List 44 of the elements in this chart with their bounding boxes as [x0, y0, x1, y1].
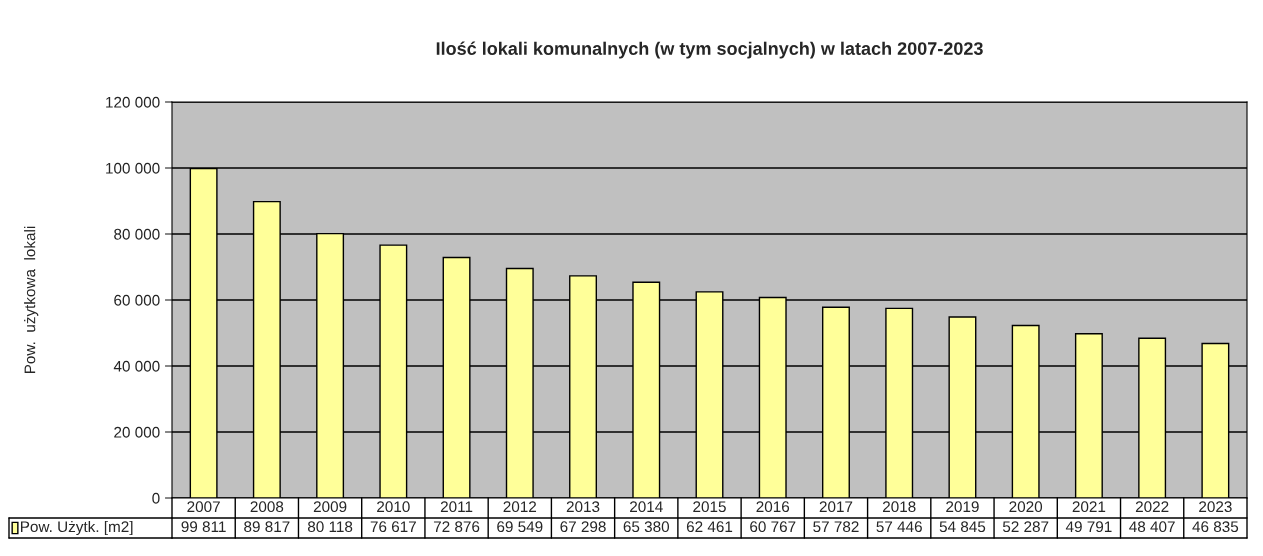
y-tick-label: 60 000 — [114, 294, 160, 306]
data-label: 72 876 — [433, 521, 480, 533]
data-label: 69 549 — [497, 521, 543, 533]
chart-title: Ilość lokali komunalnych (w tym socjalnych) w latach 2007-2023 — [436, 41, 983, 59]
legend-label: Pow. Użytk. [m2] — [21, 520, 133, 536]
x-tick-label: 2007 — [187, 501, 220, 513]
y-tick-label: 20 000 — [114, 426, 160, 438]
data-label: 76 617 — [370, 521, 416, 533]
y-tick-label: 120 000 — [106, 96, 160, 108]
data-label: 57 446 — [876, 521, 922, 533]
data-label: 89 817 — [244, 521, 290, 533]
x-tick-label: 2012 — [503, 501, 537, 513]
data-label: 57 782 — [813, 521, 859, 533]
x-tick-label: 2017 — [819, 501, 853, 513]
data-label: 54 845 — [939, 521, 986, 533]
y-tick-label: 100 000 — [106, 162, 160, 174]
x-tick-label: 2011 — [440, 501, 473, 513]
x-tick-label: 2014 — [630, 501, 663, 513]
data-label: 52 287 — [1002, 521, 1049, 533]
x-tick-label: 2022 — [1135, 501, 1169, 513]
x-tick-label: 2010 — [377, 501, 410, 513]
data-label: 67 298 — [560, 521, 606, 533]
x-tick-label: 2020 — [1009, 501, 1043, 513]
x-tick-label: 2023 — [1199, 501, 1232, 513]
data-label: 49 791 — [1065, 521, 1112, 533]
x-tick-label: 2019 — [946, 501, 979, 513]
x-tick-label: 2008 — [250, 501, 284, 513]
data-label: 65 380 — [623, 521, 670, 533]
x-tick-label: 2016 — [756, 501, 790, 513]
data-label: 62 461 — [686, 521, 733, 533]
y-axis-title: Pow. użytkowa lokali — [24, 226, 39, 374]
y-tick-label: 80 000 — [114, 228, 160, 240]
data-label: 46 835 — [1192, 521, 1239, 533]
x-tick-label: 2021 — [1072, 501, 1106, 513]
x-tick-label: 2015 — [693, 501, 726, 513]
data-label: 48 407 — [1129, 521, 1175, 533]
x-tick-label: 2013 — [566, 501, 600, 513]
y-tick-label: 0 — [152, 492, 160, 504]
x-tick-label: 2009 — [313, 501, 347, 513]
data-label: 99 811 — [181, 521, 226, 533]
data-label: 80 118 — [307, 521, 353, 533]
y-tick-label: 40 000 — [113, 360, 160, 372]
data-label: 60 767 — [750, 521, 796, 533]
x-tick-label: 2018 — [882, 501, 916, 513]
